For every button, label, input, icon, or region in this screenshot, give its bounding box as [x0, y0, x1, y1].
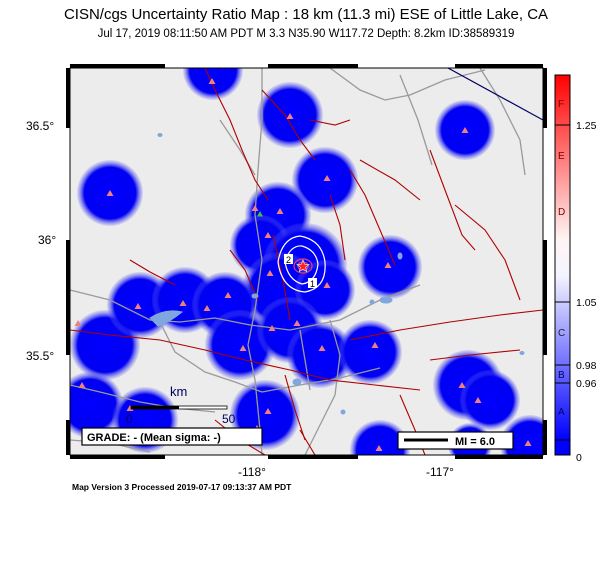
colorbar-label: 1.25	[576, 120, 597, 132]
contour-label-bg	[308, 278, 317, 288]
mi-contours	[277, 235, 326, 293]
colorbar-label: 0.96	[576, 378, 597, 390]
lon-tick-label: -118°	[238, 465, 266, 479]
colorbar-label: 0	[576, 452, 582, 464]
mi-legend-text: MI = 6.0	[455, 436, 495, 448]
state-boundary	[447, 68, 543, 121]
colorbar: 1.25 1.05 0.98 0.96 0 F E D C B A	[554, 74, 597, 464]
colorbar-grade-b: B	[558, 370, 565, 381]
colorbar-grade-f: F	[558, 99, 564, 110]
lon-tick-label: -117°	[426, 465, 454, 479]
contour-label-1: 1	[310, 279, 315, 289]
epicenter-star-icon	[296, 259, 310, 273]
scale-bar-unit: km	[170, 384, 187, 399]
scale-bar-min: 0	[126, 412, 133, 426]
event-details: Jul 17, 2019 08:11:50 AM PDT M 3.3 N35.9…	[97, 28, 515, 40]
processing-footer: Map Version 3 Processed 2019-07-17 09:13…	[72, 482, 292, 492]
lat-tick-label: 36.5°	[26, 119, 54, 133]
map-frame-ticks	[66, 64, 547, 459]
colorbar-grade-c: C	[558, 328, 565, 339]
faults	[70, 68, 543, 455]
contour-label-2: 2	[286, 255, 291, 265]
uncertainty-blobs	[70, 68, 543, 455]
lat-tick-label: 36°	[38, 233, 56, 247]
colorbar-grade-a: A	[558, 407, 565, 418]
colorbar-grade-e: E	[558, 151, 565, 162]
contour-label-bg	[284, 254, 293, 264]
station-green	[257, 211, 263, 217]
mi-legend-box	[397, 431, 514, 450]
scale-bar: km 0 50	[126, 384, 236, 426]
grade-text: GRADE: - (Mean sigma: -)	[87, 432, 221, 444]
scale-bar-max: 50	[222, 412, 236, 426]
stations	[74, 78, 532, 451]
lat-tick-label: 35.5°	[26, 349, 54, 363]
lakes	[149, 133, 525, 415]
colorbar-label: 1.05	[576, 297, 597, 309]
grade-box	[81, 427, 263, 446]
map-title: CISN/cgs Uncertainty Ratio Map : 18 km (…	[63, 6, 549, 23]
colorbar-label: 0.98	[576, 360, 597, 372]
colorbar-grade-d: D	[558, 207, 565, 218]
